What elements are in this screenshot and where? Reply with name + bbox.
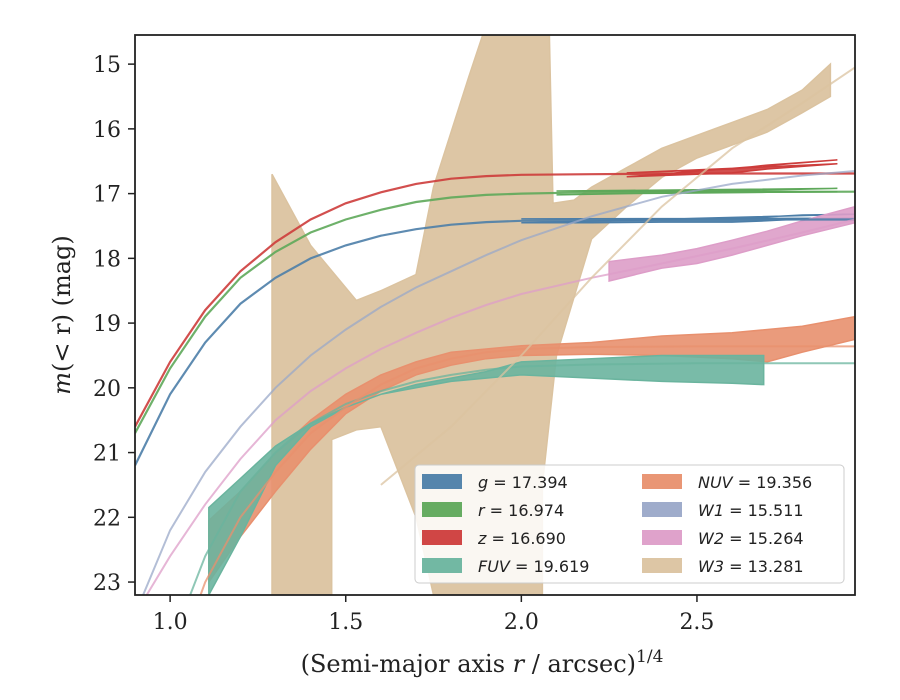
y-tick-label: 20: [93, 377, 121, 402]
y-tick-label: 17: [93, 183, 121, 208]
model-curves: [135, 66, 855, 595]
y-axis-ticks: 15 16 17 18 19 20 21 22 23: [93, 53, 135, 596]
legend-box: [414, 464, 845, 584]
legend-swatch-g: [422, 474, 462, 489]
legend-label-fuv: FUV = 19.619: [478, 557, 589, 576]
x-tick-label: 1.0: [153, 610, 188, 635]
y-tick-label: 16: [93, 118, 121, 143]
legend-label-nuv: NUV = 19.356: [698, 473, 812, 492]
x-tick-label: 1.5: [328, 610, 363, 635]
y-tick-label: 19: [93, 312, 121, 337]
plot-frame: [134, 34, 856, 596]
legend-label-w3: W3 = 13.281: [698, 557, 804, 576]
x-axis-ticks: 1.0 1.5 2.0 2.5: [153, 595, 714, 635]
legend-label-z: z = 16.690: [477, 529, 566, 548]
legend-swatch-z: [422, 530, 462, 545]
legend-label-r: r = 16.974: [478, 501, 564, 520]
model-curve-w2: [145, 218, 855, 595]
y-tick-label: 15: [93, 53, 121, 78]
legend-swatch-w1: [642, 502, 682, 517]
x-tick-label: 2.5: [679, 610, 714, 635]
legend: g = 17.394 r = 16.974 z = 16.690 FUV = 19.6…: [414, 464, 845, 584]
legend-swatch-w3: [642, 558, 682, 573]
band-fuv: [208, 354, 765, 595]
legend-swatch-w2: [642, 530, 682, 545]
legend-swatch-nuv: [642, 474, 682, 489]
y-tick-label: 23: [93, 571, 121, 596]
legend-swatch-r: [422, 502, 462, 517]
band-z: [626, 159, 838, 178]
model-curve-r: [135, 190, 855, 434]
y-axis-label: m(< r) (mag): [48, 235, 76, 395]
model-curve-nuv: [199, 345, 855, 595]
y-tick-label: 18: [93, 247, 121, 272]
model-curve-fuv: [189, 362, 855, 595]
model-curve-w3: [380, 66, 855, 486]
model-curve-z: [135, 172, 855, 428]
y-tick-label: 21: [93, 442, 121, 467]
y-tick-label: 22: [93, 506, 121, 531]
legend-label-w2: W2 = 15.264: [698, 529, 804, 548]
legend-label-g: g = 17.394: [478, 473, 568, 492]
model-curve-w1: [142, 170, 855, 595]
model-curve-g: [135, 218, 855, 466]
legend-swatch-fuv: [422, 558, 462, 573]
x-axis-label: (Semi-major axis r / arcsec)1/4: [301, 647, 664, 678]
x-tick-label: 2.0: [504, 610, 539, 635]
legend-label-w1: W1 = 15.511: [698, 501, 804, 520]
